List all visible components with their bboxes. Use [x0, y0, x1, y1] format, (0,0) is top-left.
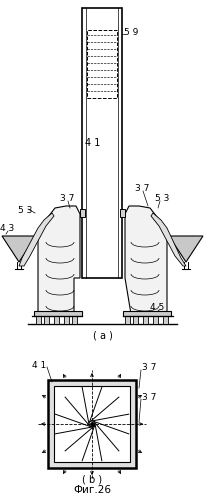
Bar — [34, 311, 82, 316]
Bar — [48, 380, 135, 468]
Bar — [72, 316, 77, 324]
Text: 3 7: 3 7 — [141, 393, 156, 402]
Text: ( a ): ( a ) — [93, 331, 112, 341]
Text: 4 5: 4 5 — [149, 303, 163, 313]
Bar — [124, 316, 129, 324]
Text: Фиг.26: Фиг.26 — [73, 485, 110, 495]
Bar — [82, 8, 121, 278]
Text: 5 9: 5 9 — [123, 27, 138, 36]
Bar — [152, 316, 157, 324]
Bar — [54, 316, 59, 324]
Bar — [44, 316, 49, 324]
Polygon shape — [2, 236, 36, 262]
Bar — [64, 316, 69, 324]
Bar — [142, 316, 147, 324]
Bar — [86, 30, 116, 98]
Text: 5 3: 5 3 — [18, 206, 32, 215]
Text: 3 7: 3 7 — [60, 194, 74, 203]
Polygon shape — [150, 213, 185, 266]
Bar — [80, 209, 85, 217]
Text: 3 7: 3 7 — [134, 183, 149, 193]
Text: 4 1: 4 1 — [32, 361, 46, 370]
Text: 4 1: 4 1 — [85, 138, 100, 148]
Polygon shape — [168, 236, 202, 262]
Bar — [122, 311, 170, 316]
Text: 4 3: 4 3 — [0, 224, 14, 233]
Bar — [132, 316, 137, 324]
Text: 3 7: 3 7 — [141, 364, 156, 373]
Polygon shape — [124, 206, 166, 314]
Bar — [36, 316, 41, 324]
Bar — [54, 386, 129, 462]
Text: ( b ): ( b ) — [82, 475, 102, 485]
Bar — [119, 209, 124, 217]
Polygon shape — [19, 213, 54, 266]
Polygon shape — [38, 206, 80, 314]
Bar — [162, 316, 167, 324]
Text: 5 3: 5 3 — [154, 194, 169, 203]
